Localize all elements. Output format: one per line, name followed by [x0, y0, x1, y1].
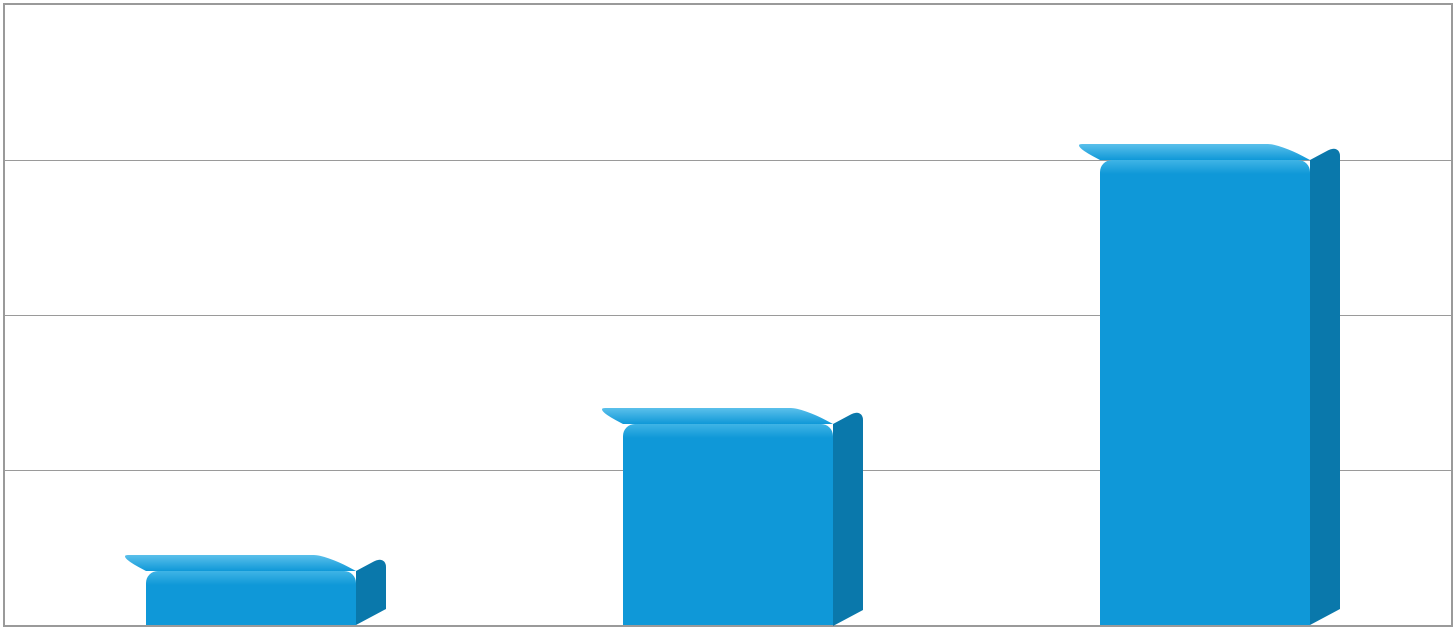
- bar-side-face: [356, 555, 386, 625]
- bar-side-face: [833, 408, 863, 626]
- bar-front-face: [623, 424, 833, 626]
- bar-top-face: [593, 408, 833, 424]
- bar: [146, 555, 386, 625]
- bar-top-face: [1070, 144, 1310, 160]
- chart-plot-area: [3, 3, 1453, 627]
- bar: [1100, 144, 1340, 625]
- bar-side-face: [1310, 144, 1340, 625]
- bar-front-face: [1100, 160, 1310, 625]
- bar: [623, 408, 863, 626]
- bar-top-face: [116, 555, 356, 571]
- bar-front-face: [146, 571, 356, 625]
